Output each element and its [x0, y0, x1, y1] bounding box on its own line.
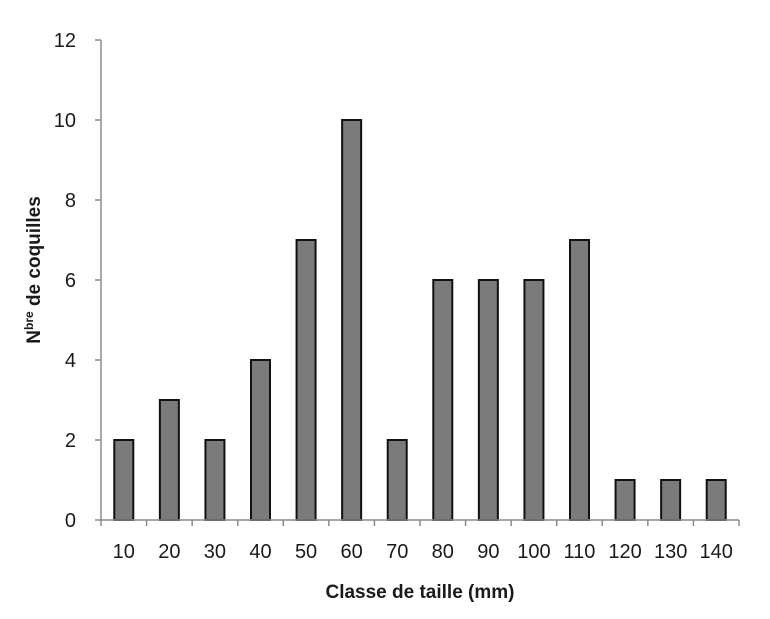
y-tick-label: 0	[65, 510, 76, 532]
x-tick-label: 20	[158, 541, 180, 563]
x-tick-label: 130	[654, 541, 687, 563]
y-axis-ticks: 0 2 4 6 8 10 12	[54, 30, 101, 532]
x-tick-label: 60	[341, 541, 363, 563]
bar-40	[250, 359, 271, 521]
x-tick-label: 140	[700, 541, 733, 563]
x-tick-label: 120	[608, 541, 641, 563]
y-tick-label: 8	[65, 190, 76, 212]
y-tick-label: 10	[54, 110, 76, 132]
y-tick-label: 6	[65, 270, 76, 292]
y-tick-label: 2	[65, 430, 76, 452]
bar-100	[523, 279, 545, 521]
bar-60	[341, 119, 363, 521]
bar-70	[386, 439, 408, 521]
bar-30	[204, 439, 226, 521]
y-tick-label: 4	[65, 350, 76, 372]
x-tick-label: 70	[386, 541, 408, 563]
x-tick-label: 100	[517, 541, 550, 563]
bar-130	[660, 479, 682, 521]
x-tick-label: 90	[477, 541, 499, 563]
x-tick-label: 50	[295, 541, 317, 563]
y-axis-title: Nbre de coquilles	[22, 196, 45, 344]
y-axis-title-prefix: N	[24, 330, 45, 344]
bar-120	[614, 479, 636, 521]
bar-80	[432, 279, 454, 521]
bar-110	[569, 239, 590, 521]
x-axis-ticks: 10 20 30 40 50 60 70 80 90 100 110 120 130 140	[100, 520, 740, 563]
x-axis-title: Classe de taille (mm)	[325, 582, 514, 603]
bar-10	[113, 439, 135, 521]
x-tick-label: 10	[113, 541, 135, 563]
x-tick-label: 30	[204, 541, 226, 563]
y-axis-title-superscript: bre	[22, 311, 36, 330]
bars	[113, 119, 727, 521]
bar-20	[158, 399, 180, 521]
y-axis-title-suffix: de coquilles	[24, 196, 45, 311]
x-tick-label: 40	[249, 541, 271, 563]
bar-90	[477, 279, 499, 521]
x-tick-label: 110	[564, 541, 596, 563]
x-tick-label: 80	[432, 541, 454, 563]
bar-140	[705, 479, 727, 521]
bar-50	[295, 239, 317, 521]
y-tick-label: 12	[54, 30, 76, 52]
